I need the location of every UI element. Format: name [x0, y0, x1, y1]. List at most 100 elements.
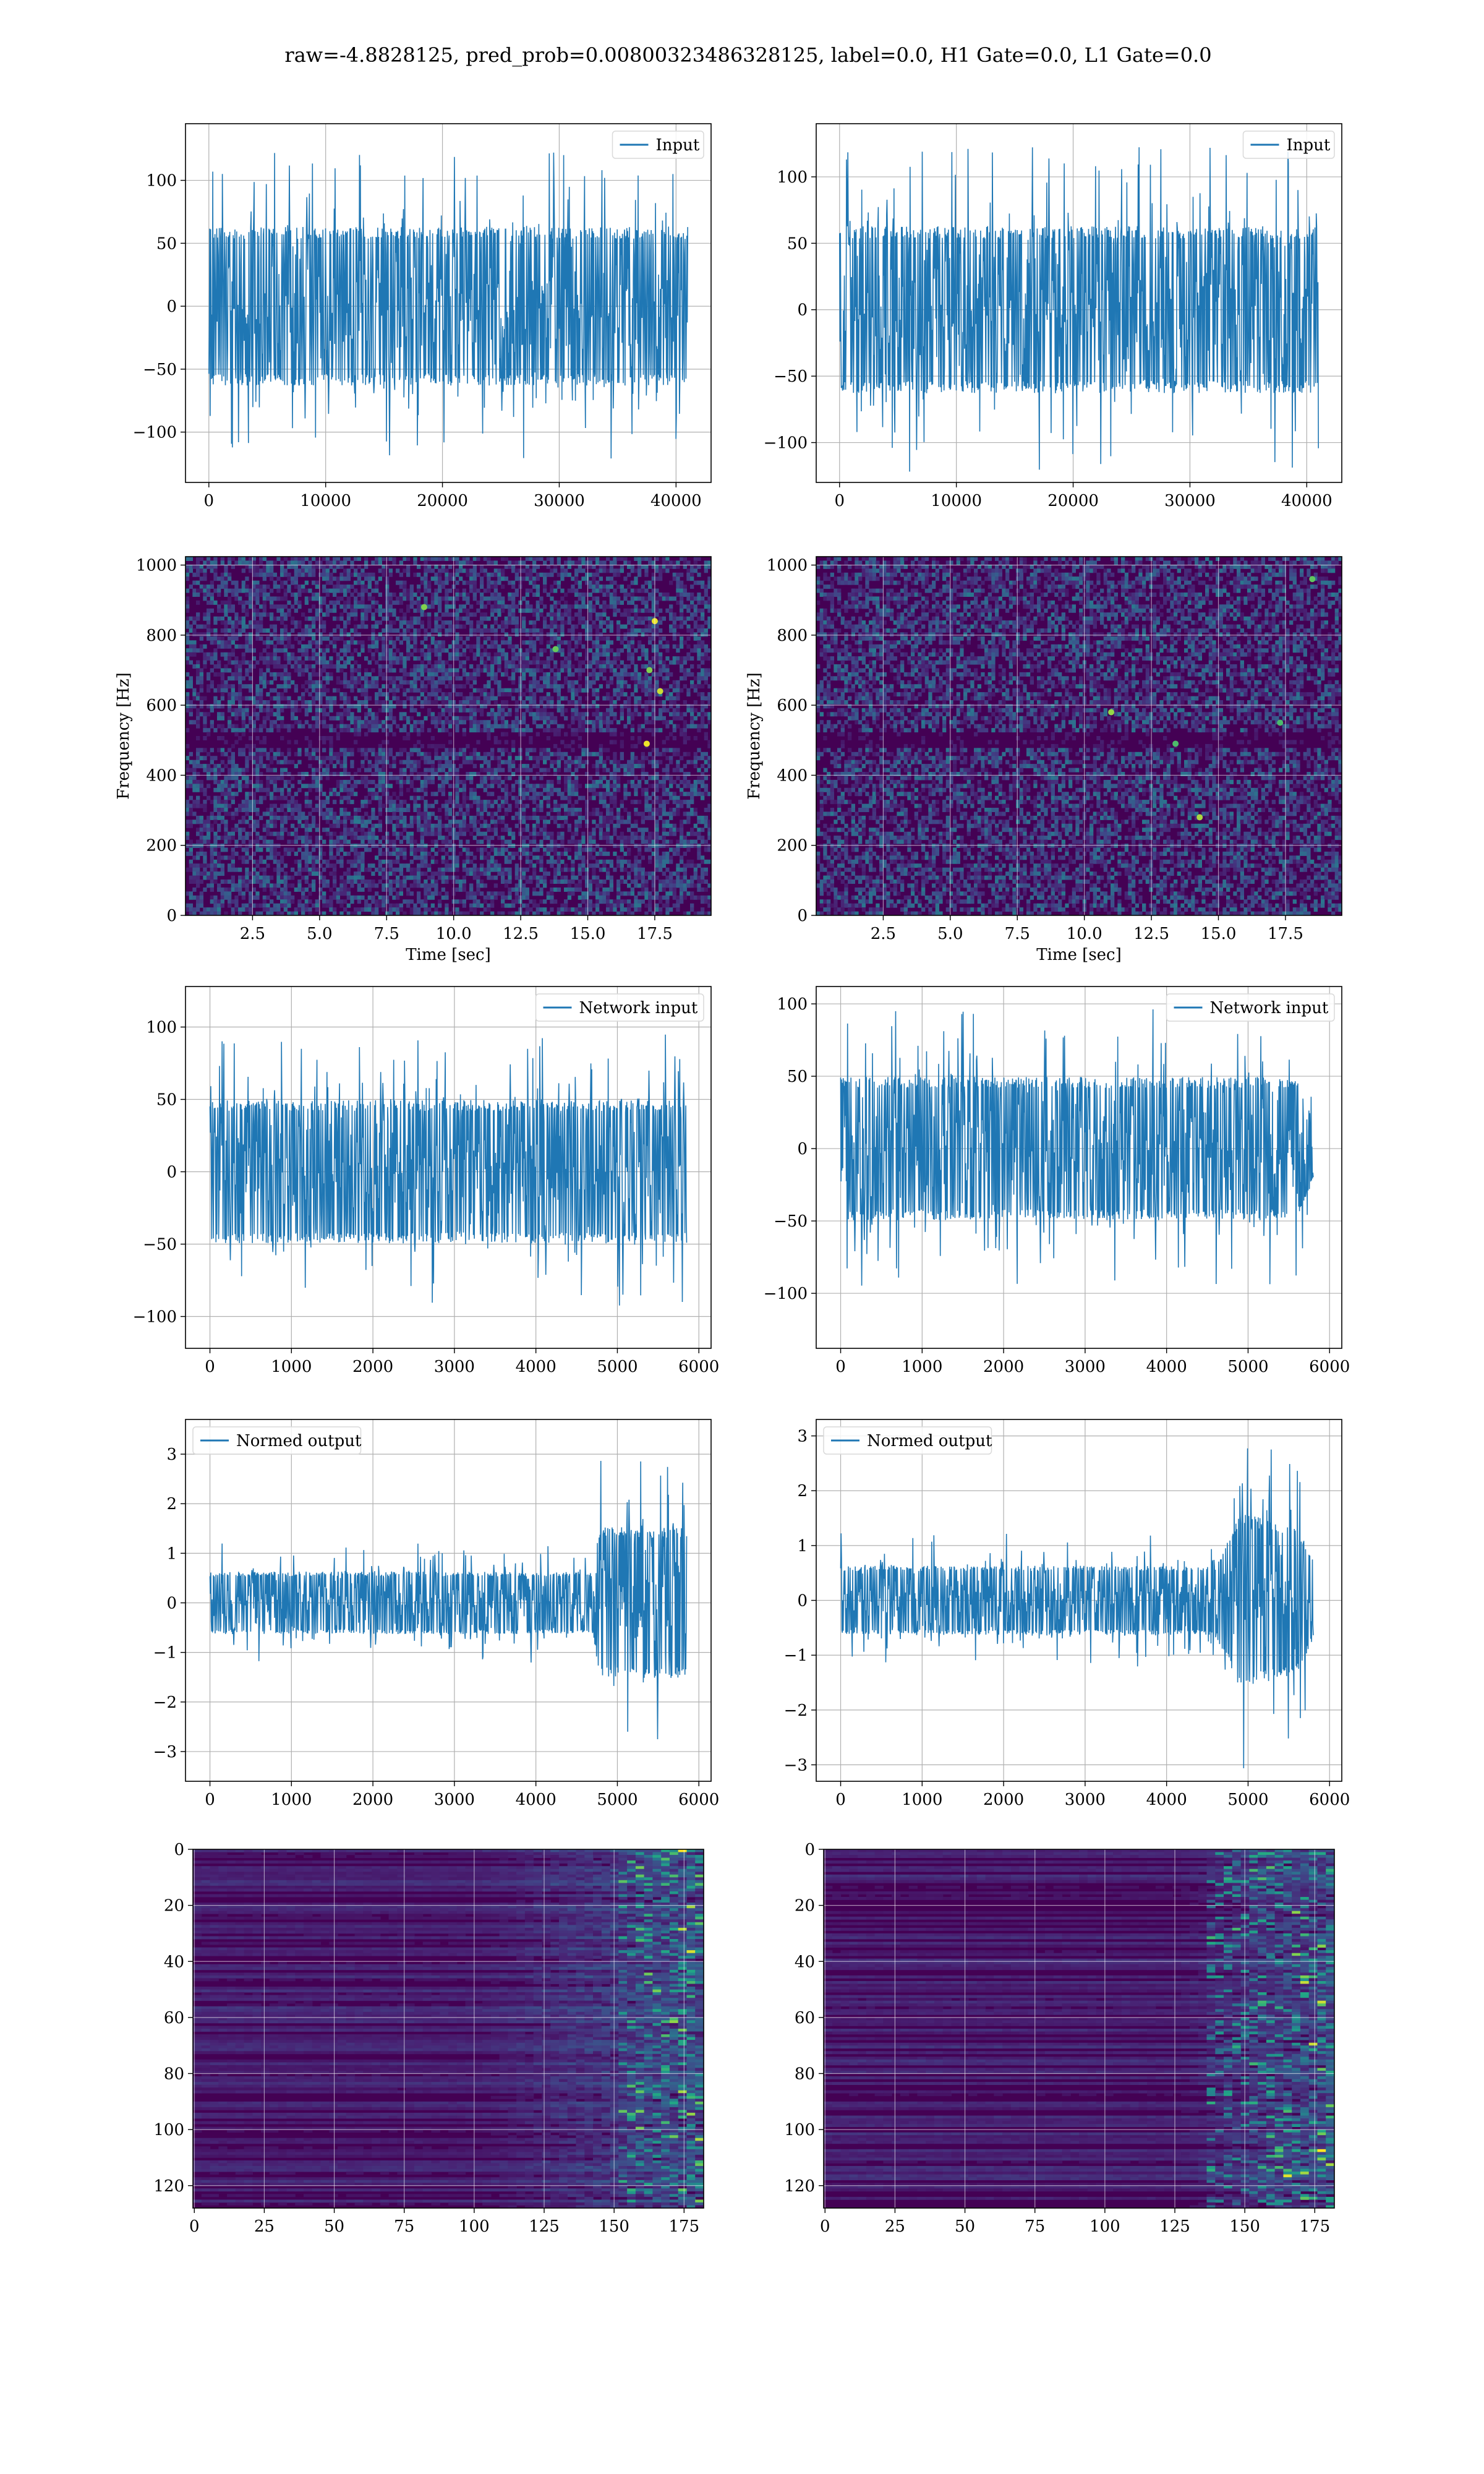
spectrogram-cell — [466, 572, 470, 577]
spectrogram-cell — [203, 728, 207, 733]
spectrogram-cell — [203, 632, 207, 637]
spectrogram-cell — [522, 656, 526, 661]
spectrogram-cell — [343, 588, 348, 593]
spectrogram-cell — [585, 572, 589, 577]
spectrogram-cell — [329, 664, 333, 669]
spectrogram-cell — [217, 688, 221, 693]
spectrogram-cell — [648, 751, 652, 756]
spectrogram-cell — [249, 568, 253, 573]
spectrogram-cell — [641, 588, 645, 593]
spectrogram-cell — [644, 632, 649, 637]
spectrogram-cell — [329, 588, 333, 593]
spectrogram-cell — [385, 732, 390, 737]
spectrogram-cell — [399, 784, 403, 789]
spectrogram-cell — [276, 616, 281, 621]
spectrogram-cell — [434, 644, 438, 649]
spectrogram-cell — [445, 716, 449, 721]
spectrogram-cell — [210, 600, 214, 605]
spectrogram-cell — [480, 720, 484, 725]
spectrogram-cell — [354, 660, 358, 665]
spectrogram-cell — [662, 779, 666, 784]
spectrogram-cell — [357, 600, 361, 605]
spectrogram-cell — [676, 712, 680, 717]
spectrogram-cell — [578, 743, 582, 748]
spectrogram-cell — [217, 660, 221, 665]
spectrogram-cell — [280, 724, 284, 729]
spectrogram-cell — [325, 644, 330, 649]
spectrogram-cell — [466, 760, 470, 764]
spectrogram-cell — [357, 680, 361, 685]
spectrogram-cell — [606, 644, 610, 649]
spectrogram-cell — [270, 768, 274, 773]
spectrogram-cell — [220, 672, 224, 677]
spectrogram-cell — [343, 644, 348, 649]
spectrogram-cell — [228, 784, 232, 789]
spectrogram-cell — [676, 624, 680, 629]
spectrogram-cell — [228, 644, 232, 649]
spectrogram-cell — [609, 772, 613, 776]
spectrogram-cell — [683, 593, 687, 597]
spectrogram-cell — [333, 787, 337, 792]
spectrogram-cell — [339, 680, 344, 685]
spectrogram-cell — [445, 720, 449, 725]
spectrogram-cell — [382, 608, 386, 613]
spectrogram-cell — [651, 760, 655, 764]
spectrogram-cell — [469, 644, 474, 649]
spectrogram-cell — [613, 776, 617, 781]
spectrogram-cell — [556, 557, 561, 561]
spectrogram-cell — [644, 708, 649, 713]
spectrogram-cell — [399, 600, 403, 605]
spectrogram-cell — [487, 588, 491, 593]
spectrogram-cell — [518, 668, 522, 673]
spectrogram-cell — [409, 588, 414, 593]
spectrogram-cell — [382, 628, 386, 633]
spectrogram-cell — [480, 564, 484, 569]
spectrogram-cell — [196, 668, 200, 673]
spectrogram-cell — [480, 600, 484, 605]
spectrogram-cell — [480, 632, 484, 637]
spectrogram-cell — [560, 648, 565, 653]
spectrogram-cell — [270, 612, 274, 617]
spectrogram-cell — [203, 748, 207, 753]
spectrogram-cell — [234, 776, 239, 781]
spectrogram-cell — [480, 779, 484, 784]
spectrogram-cell — [270, 600, 274, 605]
spectrogram-cell — [367, 724, 372, 729]
spectrogram-cell — [287, 644, 291, 649]
spectrogram-cell — [571, 732, 575, 737]
spectrogram-cell — [662, 716, 666, 721]
spectrogram-cell — [213, 616, 218, 621]
spectrogram-cell — [312, 572, 316, 577]
spectrogram-cell — [659, 576, 663, 581]
spectrogram-cell — [430, 700, 435, 704]
spectrogram-cell — [291, 564, 295, 569]
spectrogram-cell — [210, 564, 214, 569]
spectrogram-cell — [280, 708, 284, 713]
spectrogram-cell — [553, 604, 558, 609]
spectrogram-cell — [532, 648, 537, 653]
spectrogram-cell — [255, 787, 260, 792]
spectrogram-cell — [262, 564, 267, 569]
spectrogram-cell — [609, 604, 613, 609]
spectrogram-cell — [550, 712, 554, 717]
spectrogram-cell — [550, 612, 554, 617]
spectrogram-cell — [585, 664, 589, 669]
spectrogram-cell — [574, 732, 579, 737]
spectrogram-cell — [255, 776, 260, 781]
spectrogram-cell — [196, 560, 200, 565]
spectrogram-cell — [672, 628, 676, 633]
spectrogram-cell — [210, 704, 214, 709]
spectrogram-cell — [217, 712, 221, 717]
spectrogram-cell — [375, 620, 379, 625]
spectrogram-cell — [270, 652, 274, 657]
spectrogram-cell — [599, 712, 603, 717]
spectrogram-cell — [213, 664, 218, 669]
spectrogram-cell — [259, 560, 263, 565]
spectrogram-cell — [382, 764, 386, 769]
spectrogram-cell — [448, 628, 453, 633]
spectrogram-cell — [354, 580, 358, 585]
spectrogram-cell — [312, 672, 316, 677]
spectrogram-cell — [224, 624, 228, 629]
spectrogram-cell — [350, 684, 354, 689]
spectrogram-cell — [602, 588, 607, 593]
